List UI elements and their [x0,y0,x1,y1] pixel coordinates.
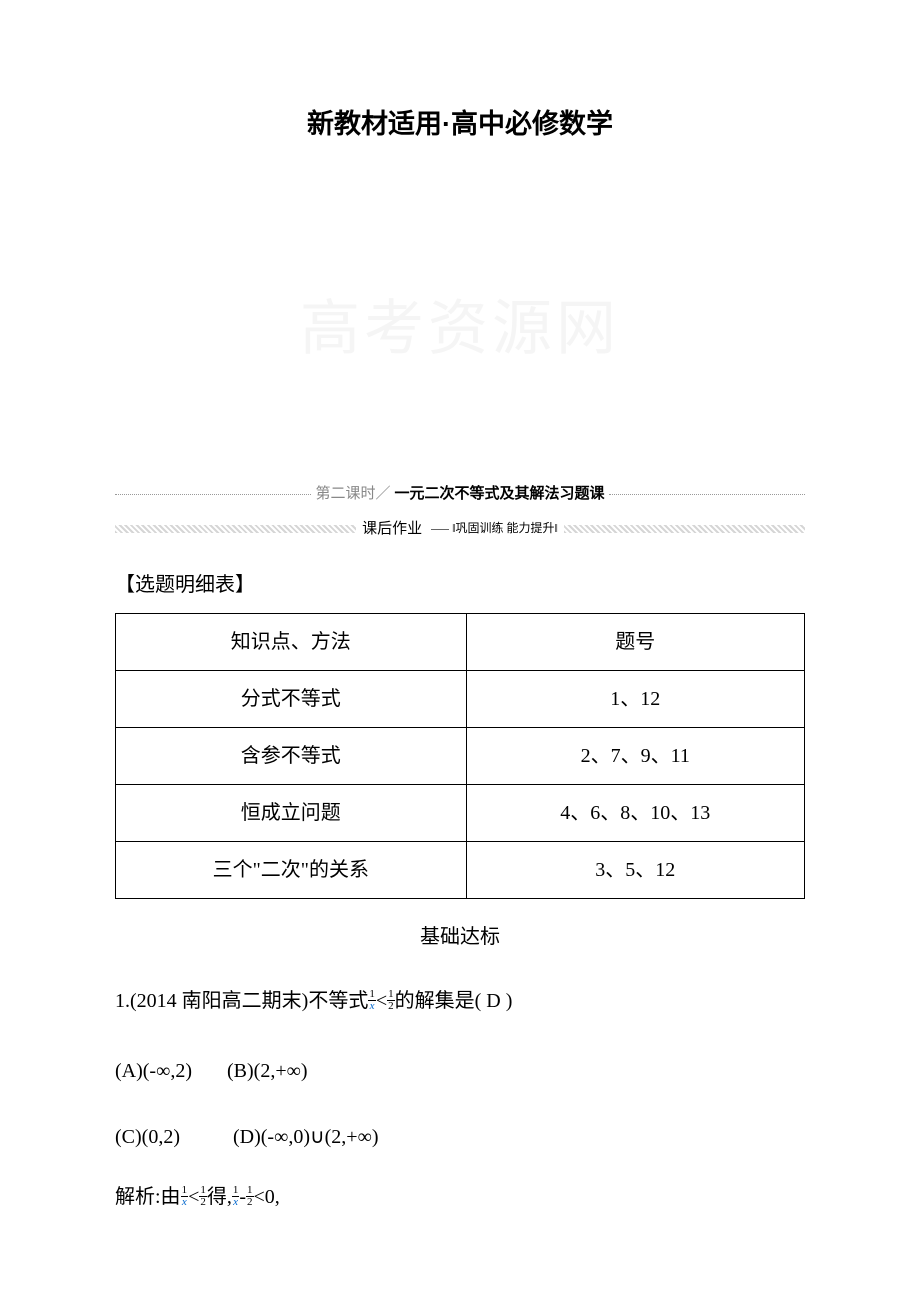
analysis-after: <0, [254,1186,280,1208]
analysis-prefix: 解析:由 [115,1186,181,1208]
detail-table: 知识点、方法 题号 分式不等式 1、12 含参不等式 2、7、9、11 恒成立问… [115,613,805,899]
table-header-number: 题号 [466,613,804,670]
lesson-header-line: 第二课时／ 一元二次不等式及其解法习题课 [115,481,805,508]
section-title: 基础达标 [115,919,805,955]
table-heading: 【选题明细表】 [115,567,805,603]
options-row-2: (C)(0,2) (D)(-∞,0)∪(2,+∞) [115,1113,805,1161]
table-cell: 含参不等式 [116,727,467,784]
watermark-area: 高考资源网 [115,189,805,469]
less-than: < [376,990,387,1012]
thin-line-icon [431,529,449,530]
checker-left [115,525,356,533]
dotted-line-right [609,494,805,495]
table-row: 分式不等式 1、12 [116,670,805,727]
table-row: 知识点、方法 题号 [116,613,805,670]
option-c: (C)(0,2) [115,1113,180,1161]
homework-sub: ‖巩固训练 能力提升‖ [452,518,564,540]
table-row: 三个"二次"的关系 3、5、12 [116,841,805,898]
fraction-1-over-x: 1x [232,1185,240,1208]
option-d: (D)(-∞,0)∪(2,+∞) [233,1113,379,1161]
table-cell: 1、12 [466,670,804,727]
question-suffix: 的解集是( D ) [395,990,513,1012]
table-row: 恒成立问题 4、6、8、10、13 [116,784,805,841]
fraction-1-over-2: 12 [246,1185,254,1208]
analysis: 解析:由1x<12得,1x-12<0, [115,1179,805,1215]
checker-right [564,525,805,533]
page-title: 新教材适用·高中必修数学 [115,100,805,149]
options-row-1: (A)(-∞,2) (B)(2,+∞) [115,1047,805,1095]
table-cell: 3、5、12 [466,841,804,898]
dotted-line-left [115,494,311,495]
analysis-mid: 得, [207,1186,232,1208]
fraction-1-over-2: 12 [387,989,395,1012]
option-b: (B)(2,+∞) [227,1047,308,1095]
lesson-number: 第二课时／ [311,481,394,508]
table-header-method: 知识点、方法 [116,613,467,670]
minus-sign: - [239,1186,246,1208]
less-than: < [188,1186,199,1208]
fraction-1-over-x: 1x [181,1185,189,1208]
question-1: 1.(2014 南阳高二期末)不等式1x<12的解集是( D ) [115,979,805,1023]
fraction-1-over-2: 12 [199,1185,207,1208]
table-cell: 分式不等式 [116,670,467,727]
option-a: (A)(-∞,2) [115,1047,192,1095]
table-row: 含参不等式 2、7、9、11 [116,727,805,784]
table-cell: 恒成立问题 [116,784,467,841]
watermark-text: 高考资源网 [300,275,620,383]
fraction-1-over-x: 1x [368,989,376,1012]
table-cell: 2、7、9、11 [466,727,804,784]
table-cell: 三个"二次"的关系 [116,841,467,898]
question-prefix: 1.(2014 南阳高二期末)不等式 [115,990,368,1012]
lesson-title: 一元二次不等式及其解法习题课 [395,481,609,508]
homework-line: 课后作业 ‖巩固训练 能力提升‖ [115,516,805,543]
homework-label: 课后作业 [356,516,428,543]
table-cell: 4、6、8、10、13 [466,784,804,841]
